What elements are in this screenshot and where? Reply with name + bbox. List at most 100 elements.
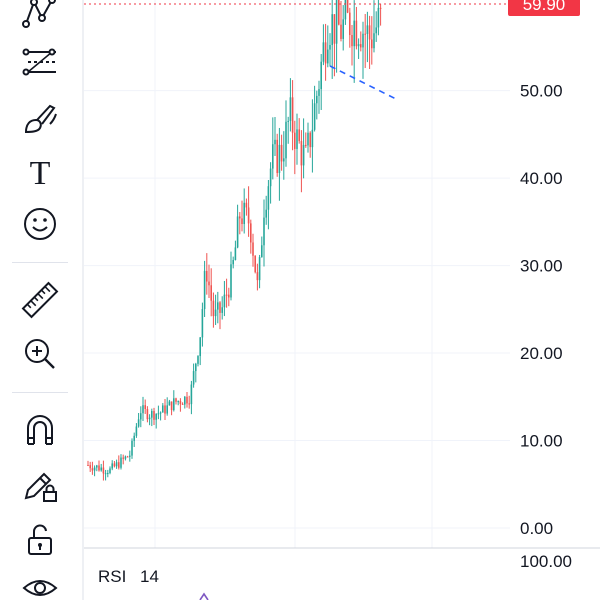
candle-body xyxy=(344,0,347,20)
candle-body xyxy=(307,132,309,146)
candle-body xyxy=(217,302,219,310)
candle-body xyxy=(135,426,138,436)
measure-tool[interactable] xyxy=(12,278,68,322)
zoom-tool[interactable] xyxy=(12,332,68,376)
candle-body xyxy=(247,207,250,224)
candle-body xyxy=(87,465,89,467)
pencil-lock-icon xyxy=(24,472,57,502)
candle-body xyxy=(184,396,186,405)
candle-body xyxy=(230,264,232,298)
candle-body xyxy=(265,209,267,218)
candle-body xyxy=(142,405,144,414)
candle-body xyxy=(98,465,100,471)
toolbar-separator xyxy=(12,392,68,393)
fib-levels-tool[interactable] xyxy=(12,40,68,84)
candle-body xyxy=(109,468,111,474)
chart-grid xyxy=(84,0,510,548)
candle-body xyxy=(362,33,364,48)
candle-body xyxy=(309,132,311,148)
candle-body xyxy=(338,0,340,25)
candle-body xyxy=(324,42,327,64)
magnet-icon xyxy=(27,415,53,445)
candle-body xyxy=(274,139,276,145)
candle-body xyxy=(252,242,254,256)
candle-body xyxy=(192,371,195,385)
candle-body xyxy=(221,307,223,313)
candle-body xyxy=(254,255,256,273)
trend-line[interactable] xyxy=(329,65,399,101)
candle-body xyxy=(287,120,289,122)
zoom-in-icon xyxy=(25,339,55,369)
candle-body xyxy=(329,44,331,50)
candle-body xyxy=(208,281,210,286)
candle-body xyxy=(261,245,263,258)
candle-body xyxy=(133,435,135,441)
candle-body xyxy=(126,456,129,458)
candle-body xyxy=(186,396,188,404)
candle-body xyxy=(118,462,120,468)
rsi-length: 14 xyxy=(140,567,159,586)
emoji-tool[interactable] xyxy=(12,202,68,246)
candle-body xyxy=(351,35,353,47)
lock-all-tool[interactable] xyxy=(12,518,68,562)
candle-body xyxy=(181,403,184,405)
candle-body xyxy=(294,132,296,149)
price-chart[interactable]: 59.90 0.00 10.00 20.00 30.00 40.00 50.00 100.… xyxy=(84,0,600,600)
candle-body xyxy=(245,202,248,208)
candle-body xyxy=(318,89,320,96)
last-price-badge: 59.90 xyxy=(508,0,580,16)
candle-body xyxy=(96,465,98,468)
candle-body xyxy=(375,27,377,34)
price-axis-label: 30.00 xyxy=(520,257,563,276)
candle-body xyxy=(140,413,142,420)
price-axis[interactable]: 0.00 10.00 20.00 30.00 40.00 50.00 xyxy=(520,82,563,538)
candle-body xyxy=(159,412,162,414)
candle-body xyxy=(219,302,221,313)
candle-body xyxy=(236,216,239,248)
candle-body xyxy=(164,405,166,414)
brush-icon xyxy=(24,104,57,134)
candle-body xyxy=(322,42,325,62)
toolbar-separator xyxy=(12,262,68,263)
candle-body xyxy=(122,457,124,459)
candlestick-series xyxy=(87,0,382,481)
visibility-tool[interactable] xyxy=(12,566,68,610)
drawing-toolbar: T xyxy=(0,0,80,600)
magnet-tool[interactable] xyxy=(12,408,68,452)
candle-body xyxy=(267,186,270,210)
candle-body xyxy=(155,413,157,420)
candle-body xyxy=(298,129,300,142)
text-tool[interactable]: T xyxy=(12,150,68,194)
candle-body xyxy=(243,202,245,225)
candle-body xyxy=(316,95,318,104)
candle-body xyxy=(144,405,146,410)
candle-body xyxy=(137,419,140,427)
candle-body xyxy=(225,294,228,296)
candle-body xyxy=(355,20,358,47)
candle-body xyxy=(371,39,373,49)
candle-body xyxy=(157,413,160,415)
candle-body xyxy=(179,401,182,404)
brush-tool[interactable] xyxy=(12,96,68,140)
candle-body xyxy=(195,363,197,372)
candle-body xyxy=(263,217,265,246)
candle-body xyxy=(131,440,133,456)
candle-body xyxy=(280,144,283,162)
pattern-tool[interactable] xyxy=(12,0,68,34)
candle-body xyxy=(377,7,380,28)
candle-body xyxy=(360,44,362,48)
candle-body xyxy=(223,294,226,308)
candle-body xyxy=(357,44,360,47)
candle-body xyxy=(379,7,382,9)
candle-body xyxy=(162,405,164,413)
candle-body xyxy=(89,465,91,469)
candle-body xyxy=(102,467,105,474)
candle-body xyxy=(278,144,281,173)
candle-body xyxy=(353,20,355,47)
candle-body xyxy=(366,25,369,34)
toolbar-divider xyxy=(82,0,84,600)
candle-body xyxy=(368,25,371,40)
lock-drawing-tool[interactable] xyxy=(12,462,68,506)
candle-body xyxy=(175,398,177,402)
text-tool-glyph: T xyxy=(30,155,51,192)
